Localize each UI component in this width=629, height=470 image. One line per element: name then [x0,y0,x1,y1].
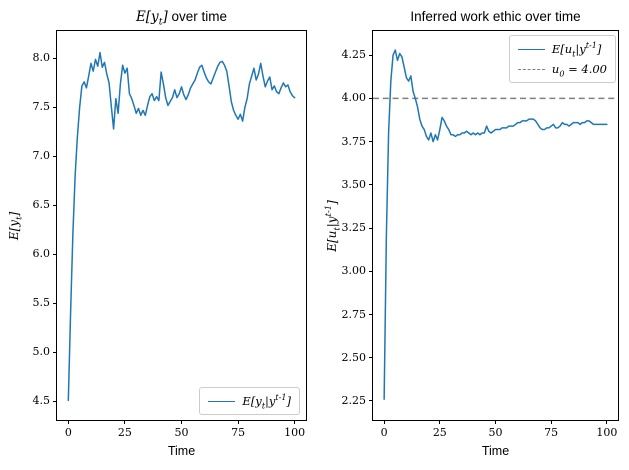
right-plot-title: Inferred work ethic over time [372,7,619,27]
x-tick-mark [67,420,69,424]
right-plot-legend: E[ut|yt-1] u0 = 4.00 [508,35,616,83]
reference-label: u0 = 4.00 [551,62,607,79]
x-tick-label: 100 [596,426,618,439]
reference-line-sample [517,68,545,70]
legend-entry: u0 = 4.00 [517,59,607,79]
y-tick-label: 2.50 [341,350,367,364]
series-line [383,49,608,400]
x-tick-mark [439,420,441,424]
y-tick-label: 5.5 [32,296,51,310]
right-plot-canvas [373,49,618,400]
right-plot-title-text: Inferred work ethic over time [410,9,581,24]
x-tick-mark [606,420,608,424]
x-tick-label: 100 [284,426,306,439]
x-tick-mark [550,420,552,424]
y-tick-mark [369,141,373,143]
y-tick-mark [369,400,373,402]
x-tick-mark [181,420,182,424]
y-tick-mark [53,302,57,304]
y-tick-label: 8.0 [32,51,51,65]
x-tick-label: 0 [380,426,388,439]
x-tick-mark [495,420,496,424]
y-tick-label: 2.75 [341,307,367,321]
left-plot-title-text: over time [167,9,228,24]
y-tick-mark [53,253,57,255]
x-tick-mark [383,420,385,424]
left-plot-title: E[yt] over time [56,7,307,27]
x-tick-label: 50 [174,426,189,439]
left-plot-title-math: E[yt] [135,9,168,28]
series-line [67,51,296,402]
y-tick-label: 6.5 [32,198,51,212]
left-plot-canvas [67,51,296,402]
y-tick-mark [53,106,57,108]
y-tick-label: 4.5 [32,394,51,408]
y-tick-label: 3.25 [341,221,367,235]
x-tick-label: 25 [432,426,447,439]
y-tick-mark [53,155,57,157]
y-tick-label: 6.0 [32,247,51,261]
x-tick-label: 25 [117,426,132,439]
y-tick-mark [369,54,373,56]
x-tick-label: 50 [488,426,503,439]
y-tick-label: 3.75 [341,134,367,148]
left-plot-x-axis-label: Time [167,444,196,458]
y-tick-label: 7.0 [32,149,51,163]
legend-entry: E[yt|yt-1] [208,391,291,411]
series-label: E[yt|yt-1] [242,393,291,411]
y-tick-label: 4.25 [341,48,367,62]
series-line-sample [517,48,545,50]
left-plot-y-axis-label: E[yt] [7,211,24,241]
y-tick-mark [53,351,57,353]
right-plot-axes: E[ut|yt-1] u0 = 4.00 [372,30,619,421]
right-plot-x-axis-label: Time [481,444,510,458]
x-tick-label: 0 [64,426,72,439]
y-tick-label: 2.25 [341,393,367,407]
x-tick-mark [294,420,296,424]
y-tick-label: 3.00 [341,264,367,278]
x-tick-label: 75 [231,426,246,439]
y-tick-mark [53,400,57,402]
y-tick-mark [369,314,373,316]
y-tick-mark [369,227,373,229]
y-tick-mark [369,184,373,186]
left-plot-axes: E[yt|yt-1] [56,30,307,421]
y-tick-label: 4.00 [341,91,367,105]
left-plot-legend: E[yt|yt-1] [199,387,300,415]
x-tick-label: 75 [544,426,559,439]
series-label: E[ut|yt-1] [551,41,602,59]
series-line-sample [208,400,236,402]
y-tick-mark [369,97,373,99]
y-tick-mark [53,204,57,206]
y-tick-mark [53,57,57,59]
y-tick-label: 3.50 [341,177,367,191]
x-tick-mark [237,420,239,424]
legend-entry: E[ut|yt-1] [517,39,607,59]
y-tick-mark [369,270,373,272]
y-tick-mark [369,357,373,359]
y-tick-label: 7.5 [32,100,51,114]
x-tick-mark [124,420,126,424]
y-tick-label: 5.0 [32,345,51,359]
